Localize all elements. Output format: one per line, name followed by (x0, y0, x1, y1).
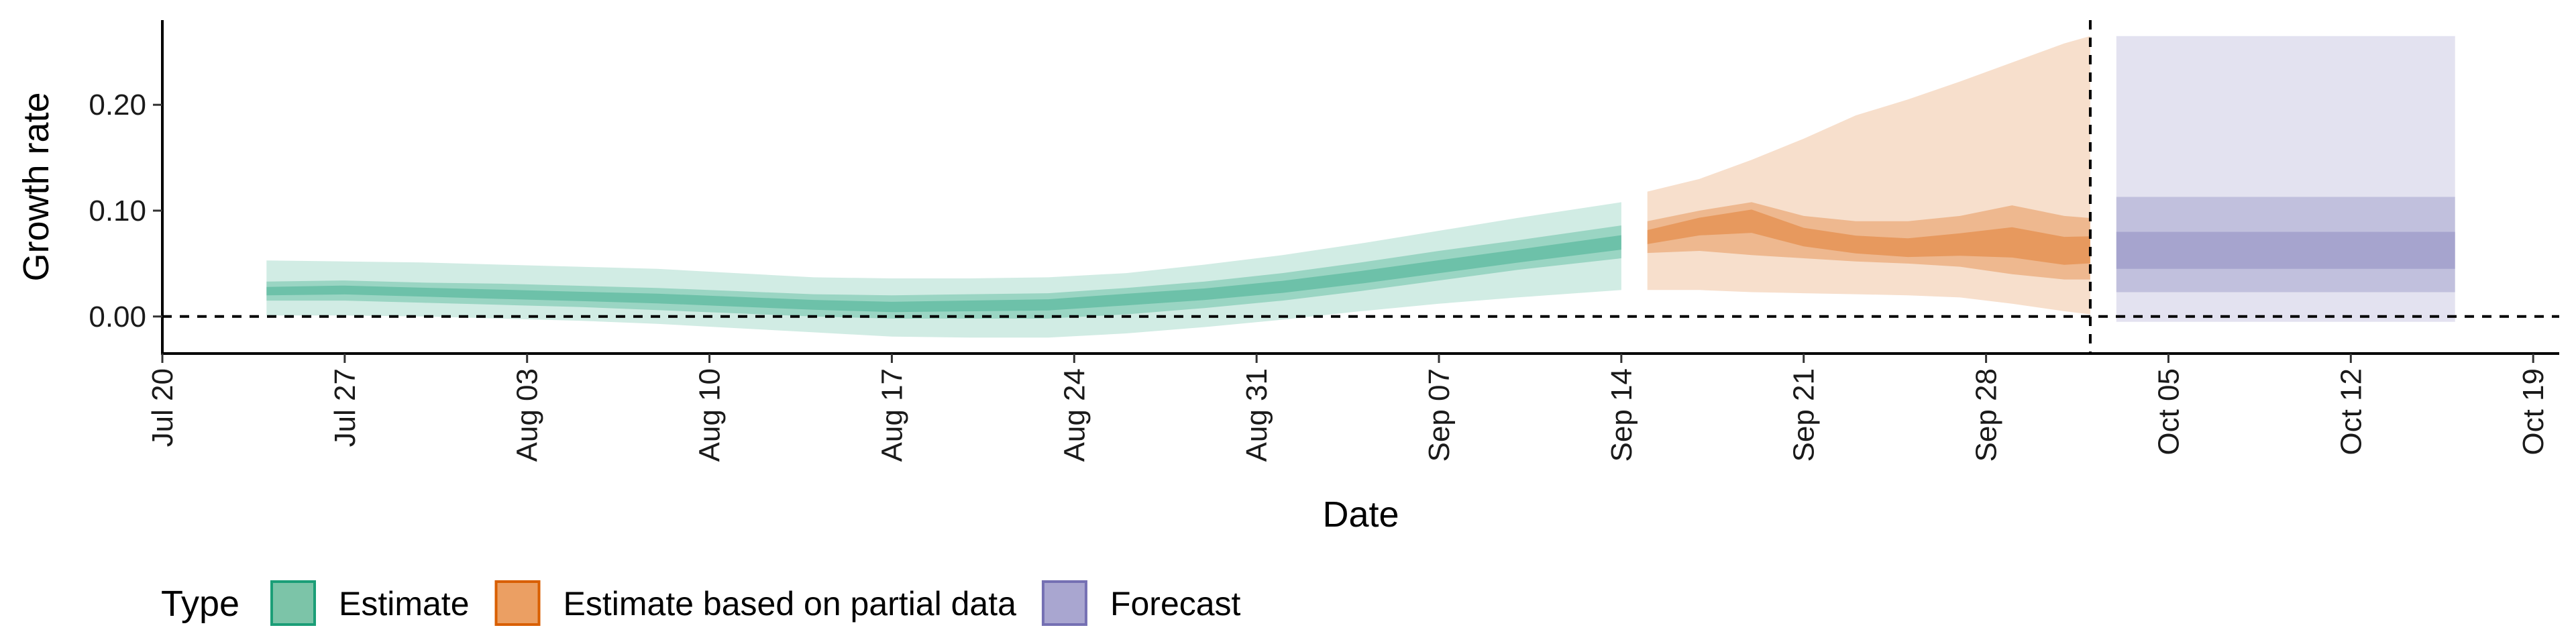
x-tick-label: Jul 27 (329, 368, 362, 447)
band-90 (1647, 36, 2090, 315)
series-forecast (2116, 36, 2455, 322)
reference-lines (162, 20, 2559, 354)
y-tick-label: 0.10 (89, 195, 146, 227)
legend-label: Forecast (1110, 585, 1241, 623)
legend-label: Estimate based on partial data (564, 585, 1017, 623)
legend: Type Estimate Estimate based on partial da… (161, 580, 1241, 626)
series-estimate (266, 202, 1621, 338)
band-20 (1647, 209, 2090, 265)
x-tick-label: Sep 21 (1788, 368, 1821, 462)
x-tick-label: Aug 10 (694, 368, 727, 462)
x-axis-title: Date (1322, 494, 1399, 535)
band-20 (2116, 231, 2455, 269)
x-tick-label: Aug 17 (875, 368, 908, 462)
legend-swatch (1041, 580, 1087, 626)
band-50 (1647, 202, 2090, 280)
band-90 (2116, 36, 2455, 322)
x-tick-label: Oct 12 (2334, 368, 2367, 455)
y-tick-label: 0.00 (89, 301, 146, 333)
legend-swatch (494, 580, 541, 626)
x-tick-label: Jul 20 (146, 368, 179, 447)
series-estimate-based-on-partial-data (1647, 36, 2090, 315)
x-tick-label: Sep 14 (1605, 368, 1638, 462)
band-20 (266, 235, 1621, 313)
x-tick-label: Sep 28 (1970, 368, 2003, 462)
y-axis-title: Growth rate (16, 92, 56, 281)
axes: 0.00 0.10 0.20 Jul 20 Jul 27 Aug 03 Aug 10 Aug … (16, 20, 2559, 535)
band-50 (266, 225, 1621, 319)
x-tick-label: Oct 19 (2517, 368, 2550, 455)
y-tick-label: 0.20 (89, 89, 146, 121)
x-tick-label: Oct 05 (2152, 368, 2185, 455)
x-tick-label: Sep 07 (1423, 368, 1456, 462)
x-tick-label: Aug 03 (511, 368, 544, 462)
legend-label: Estimate (339, 585, 470, 623)
legend-title: Type (161, 584, 239, 624)
band-90 (266, 202, 1621, 338)
bands-layer (266, 36, 2455, 338)
x-tick-label: Aug 24 (1058, 368, 1091, 462)
band-50 (2116, 197, 2455, 292)
legend-swatch (270, 580, 316, 626)
x-tick-label: Aug 31 (1240, 368, 1273, 462)
